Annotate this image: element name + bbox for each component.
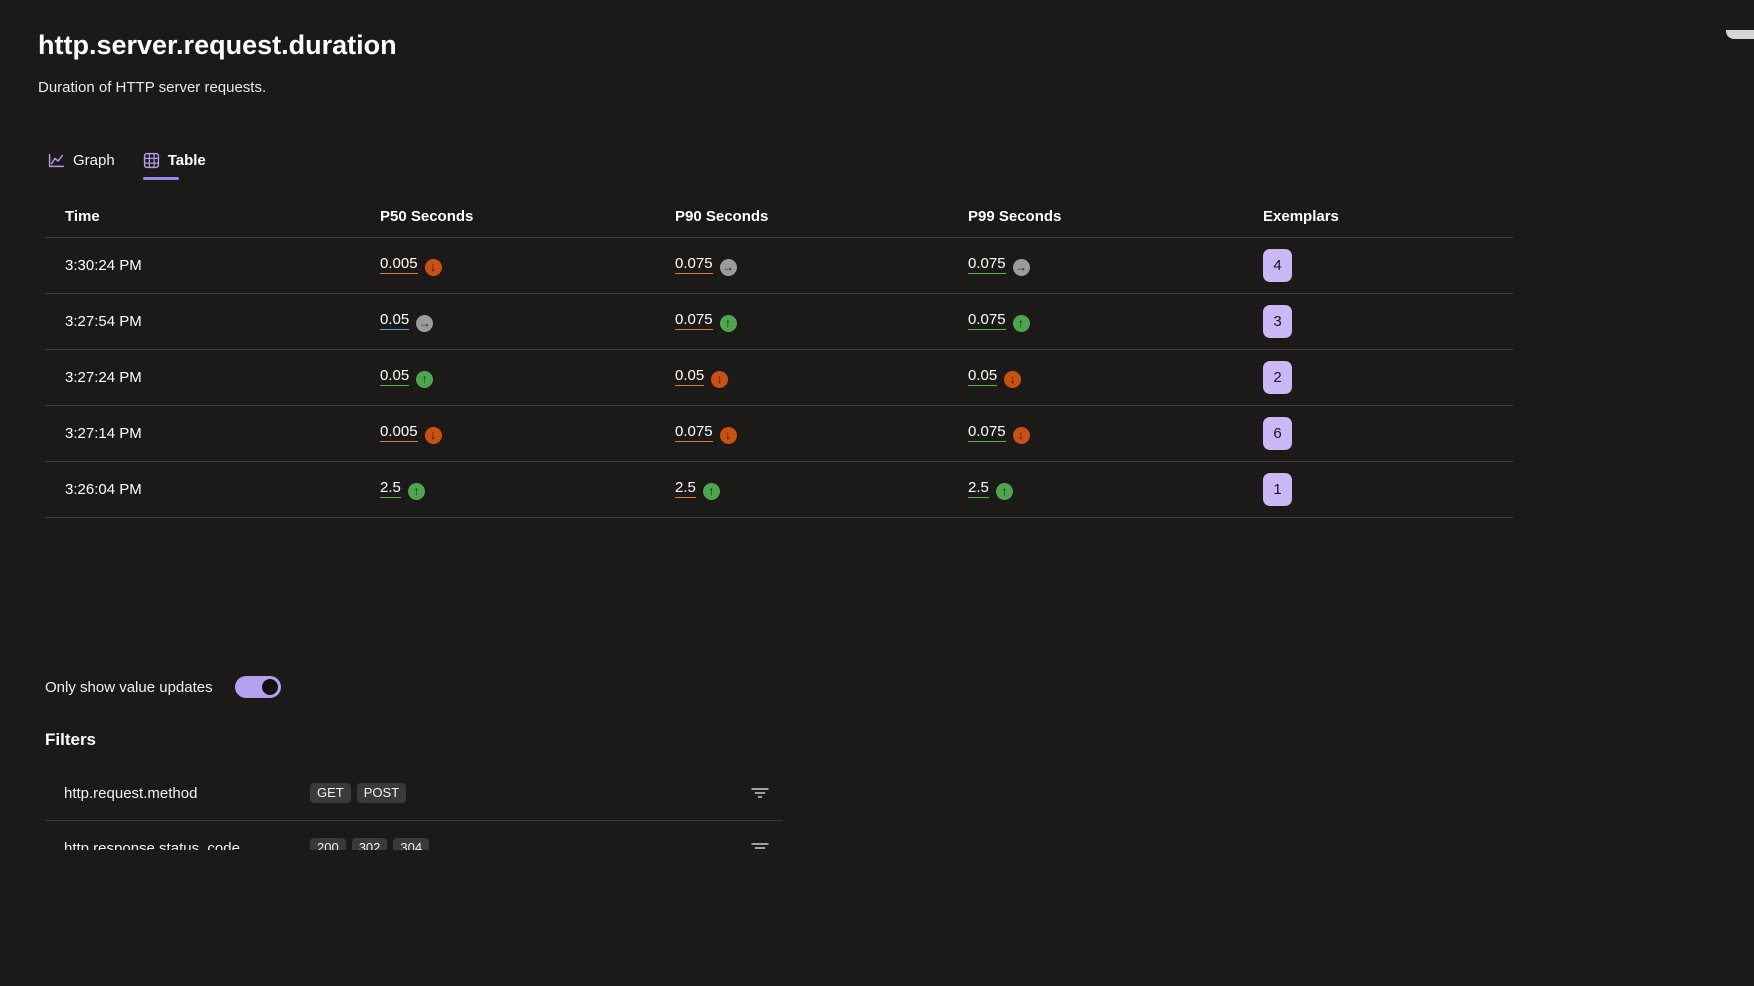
trend-icon bbox=[424, 426, 442, 444]
metrics-table: Time P50 Seconds P90 Seconds P99 Seconds… bbox=[45, 196, 1513, 518]
filter-attribute-name: http.response.status_code bbox=[64, 839, 240, 851]
trend-icon bbox=[1004, 370, 1022, 388]
view-tabs: Graph Table bbox=[40, 148, 1754, 180]
metric-value-link[interactable]: 0.05 bbox=[380, 311, 410, 331]
tab-graph-indicator bbox=[48, 177, 84, 180]
trend-icon bbox=[719, 258, 737, 276]
exemplar-count-badge[interactable]: 3 bbox=[1263, 305, 1292, 338]
trend-icon bbox=[407, 482, 425, 500]
time-cell: 3:27:54 PM bbox=[65, 313, 142, 330]
trend-icon bbox=[711, 370, 729, 388]
exemplar-count-badge[interactable]: 1 bbox=[1263, 473, 1292, 506]
tab-table[interactable]: Table bbox=[135, 148, 216, 180]
filter-attribute-name: http.request.method bbox=[64, 784, 198, 802]
tab-graph[interactable]: Graph bbox=[40, 148, 125, 180]
filter-value-badge: POST bbox=[356, 782, 407, 804]
value-updates-toggle-row: Only show value updates bbox=[45, 674, 1754, 700]
exemplar-count-badge[interactable]: 2 bbox=[1263, 361, 1292, 394]
time-cell: 3:30:24 PM bbox=[65, 257, 142, 274]
tab-table-active-indicator bbox=[142, 177, 179, 180]
column-header-time: Time bbox=[65, 208, 100, 225]
trend-icon bbox=[416, 370, 434, 388]
tab-graph-label: Graph bbox=[73, 151, 115, 169]
partial-overlay-corner bbox=[1726, 30, 1754, 39]
filter-value-badge: 200 bbox=[310, 837, 346, 850]
page-title: http.server.request.duration bbox=[38, 30, 397, 60]
metric-value-link[interactable]: 0.005 bbox=[380, 423, 418, 443]
column-header-p99: P99 Seconds bbox=[968, 208, 1062, 225]
exemplar-count-badge[interactable]: 6 bbox=[1263, 417, 1292, 450]
trend-icon bbox=[1012, 314, 1030, 332]
trend-icon bbox=[424, 258, 442, 276]
metric-value-link[interactable]: 0.075 bbox=[675, 311, 713, 331]
trend-icon bbox=[719, 426, 737, 444]
graph-chart-icon bbox=[48, 152, 65, 169]
column-header-exemplars: Exemplars bbox=[1263, 208, 1339, 225]
table-row: 3:27:14 PM 0.005 0.075 0.075 6 bbox=[45, 406, 1513, 462]
time-cell: 3:27:24 PM bbox=[65, 369, 142, 386]
tab-table-label: Table bbox=[167, 151, 206, 169]
table-row: 3:26:04 PM 2.5 2.5 2.5 1 bbox=[45, 462, 1513, 518]
filter-values: GET POST bbox=[310, 782, 739, 804]
trend-icon bbox=[995, 482, 1013, 500]
page-subtitle: Duration of HTTP server requests. bbox=[38, 79, 267, 96]
column-header-p50: P50 Seconds bbox=[380, 208, 474, 225]
metric-value-link[interactable]: 0.075 bbox=[675, 423, 713, 443]
filter-values: 200 302 304 bbox=[310, 837, 739, 850]
metric-value-link[interactable]: 0.05 bbox=[380, 367, 410, 387]
only-show-value-updates-toggle[interactable] bbox=[234, 676, 281, 698]
metric-value-link[interactable]: 0.075 bbox=[675, 255, 713, 275]
time-cell: 3:26:04 PM bbox=[65, 481, 142, 498]
filter-value-badge: GET bbox=[310, 782, 351, 804]
trend-icon bbox=[702, 482, 720, 500]
trend-icon bbox=[1012, 426, 1030, 444]
table-grid-icon bbox=[143, 152, 160, 169]
filter-icon[interactable] bbox=[739, 840, 783, 850]
exemplar-count-badge[interactable]: 4 bbox=[1263, 249, 1292, 282]
filter-row: http.response.status_code 200 302 304 bbox=[45, 821, 783, 850]
metric-value-link[interactable]: 2.5 bbox=[380, 479, 401, 499]
trend-icon bbox=[416, 314, 434, 332]
metric-value-link[interactable]: 0.075 bbox=[968, 311, 1006, 331]
filter-value-badge: 302 bbox=[351, 837, 388, 850]
table-row: 3:27:54 PM 0.05 0.075 0.075 3 bbox=[45, 294, 1513, 350]
filter-list: http.request.method GET POST http.respon… bbox=[45, 766, 783, 850]
table-row: 3:30:24 PM 0.005 0.075 0.075 4 bbox=[45, 238, 1513, 294]
metric-value-link[interactable]: 0.005 bbox=[380, 255, 418, 275]
metric-value-link[interactable]: 0.05 bbox=[968, 367, 998, 387]
metric-value-link[interactable]: 2.5 bbox=[968, 479, 989, 499]
table-header-row: Time P50 Seconds P90 Seconds P99 Seconds… bbox=[45, 196, 1513, 238]
metric-value-link[interactable]: 0.075 bbox=[968, 255, 1006, 275]
filters-heading: Filters bbox=[45, 730, 97, 749]
column-header-p90: P90 Seconds bbox=[675, 208, 769, 225]
trend-icon bbox=[719, 314, 737, 332]
metric-value-link[interactable]: 0.05 bbox=[675, 367, 705, 387]
filter-value-badge: 304 bbox=[393, 837, 430, 850]
table-row: 3:27:24 PM 0.05 0.05 0.05 2 bbox=[45, 350, 1513, 406]
filter-icon[interactable] bbox=[739, 785, 783, 801]
metric-value-link[interactable]: 0.075 bbox=[968, 423, 1006, 443]
filter-row: http.request.method GET POST bbox=[45, 766, 783, 821]
metric-value-link[interactable]: 2.5 bbox=[675, 479, 696, 499]
toggle-knob bbox=[261, 679, 278, 695]
trend-icon bbox=[1012, 258, 1030, 276]
toggle-label: Only show value updates bbox=[45, 678, 213, 696]
time-cell: 3:27:14 PM bbox=[65, 425, 142, 442]
